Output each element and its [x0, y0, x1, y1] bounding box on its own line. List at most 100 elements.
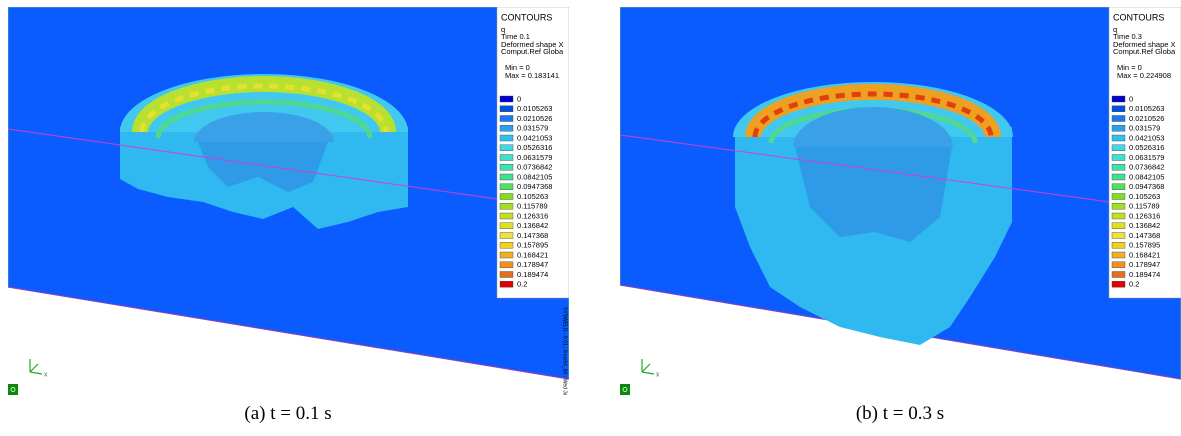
legend-swatch	[499, 261, 514, 268]
legend-entry: 0.189474	[517, 270, 548, 279]
legend-time: Time 0.3	[1113, 32, 1142, 41]
legend-entry: 0.0210526	[517, 114, 552, 123]
axis-label: Z	[638, 355, 641, 361]
legend-variable: q	[1113, 25, 1117, 34]
legend-entry: 0.0526316	[517, 143, 552, 152]
legend-entry: 0.105263	[517, 192, 548, 201]
legend-swatch	[499, 251, 514, 259]
legend-box	[1108, 7, 1181, 299]
legend-entry: 0.157895	[1129, 241, 1160, 250]
axis-y	[29, 363, 39, 373]
corner-dot	[10, 387, 16, 392]
legend-swatch	[499, 95, 514, 103]
legend-entry: 0.115789	[517, 202, 548, 211]
legend-entry: 0.178947	[1129, 260, 1160, 269]
legend-entry: 0.0842105	[517, 172, 552, 181]
caption: (a) t = 0.1 s	[244, 403, 332, 424]
legend-swatch	[499, 203, 514, 210]
legend-entry: 0.147368	[1129, 231, 1160, 240]
inner-band	[155, 99, 373, 139]
legend-min: Min = 0	[1117, 63, 1142, 72]
legend-entry: 0.115789	[1129, 202, 1160, 211]
legend-time: Time 0.1	[501, 32, 530, 41]
legend-reference: Comput.Ref Globa	[1113, 47, 1176, 56]
legend-title: CONTOURS	[1113, 12, 1164, 22]
legend-swatch	[499, 125, 514, 132]
legend-entry: 0.0105263	[1129, 104, 1164, 113]
legend-box	[496, 7, 569, 299]
hole-front	[795, 147, 952, 242]
axis-y	[641, 363, 651, 373]
corner-marker	[620, 384, 630, 395]
legend-swatch	[1111, 271, 1126, 278]
legend-swatch	[1111, 183, 1126, 190]
legend-swatch	[499, 222, 514, 229]
legend-entry: 0.0736842	[517, 163, 552, 172]
legend-swatch	[1111, 232, 1126, 239]
legend-swatch	[499, 134, 514, 142]
legend-title: CONTOURS	[501, 12, 552, 22]
legend-entry: 0.168421	[1129, 250, 1160, 259]
axis-x	[29, 371, 43, 375]
legend-entry: 0.0736842	[1129, 163, 1164, 172]
legend-entry: 0.126316	[517, 211, 548, 220]
legend-swatch	[499, 281, 514, 288]
legend-entry: 0.0631579	[1129, 153, 1164, 162]
legend-swatch	[1111, 242, 1126, 249]
legend-swatch	[1111, 144, 1126, 151]
legend-entry: 0.0526316	[1129, 143, 1164, 152]
legend-max: Max = 0.183141	[505, 71, 559, 80]
legend-swatch	[1111, 164, 1126, 171]
legend-swatch	[499, 212, 514, 220]
section-line	[620, 134, 1111, 203]
legend-entry: 0.0105263	[517, 104, 552, 113]
legend-swatch	[499, 115, 514, 122]
legend-entry: 0.178947	[517, 260, 548, 269]
legend-swatch	[1111, 105, 1126, 112]
axis-label: X	[656, 372, 660, 378]
legend-swatch	[499, 173, 514, 181]
axis-label: X	[44, 372, 48, 378]
side-text: SYSWELD - 9.01 - linux64_64 - Wed Jan 26…	[562, 307, 568, 395]
legend-swatch	[1111, 125, 1126, 132]
legend-swatch	[499, 144, 514, 151]
legend-entry: 0.031579	[517, 124, 548, 133]
legend-swatch	[1111, 203, 1126, 210]
legend-swatch	[499, 154, 514, 161]
legend-entry: 0.157895	[517, 241, 548, 250]
legend-entry: 0.2	[517, 280, 527, 289]
legend-entry: 0.147368	[517, 231, 548, 240]
legend-swatch	[1111, 281, 1126, 288]
legend-entry: 0.168421	[517, 250, 548, 259]
legend-swatch	[499, 105, 514, 112]
legend-entry: 0.0631579	[517, 153, 552, 162]
legend-swatch	[499, 183, 514, 190]
corner-marker	[8, 384, 18, 395]
legend-swatch	[1111, 115, 1126, 122]
legend-entry: 0	[1129, 94, 1133, 103]
legend-entry: 0.0210526	[1129, 114, 1164, 123]
legend-swatch	[1111, 193, 1126, 200]
hole	[793, 107, 953, 147]
legend-min: Min = 0	[505, 63, 530, 72]
legend-entry: 0.0421053	[517, 133, 552, 142]
legend-entry: 0.0947368	[517, 182, 552, 191]
hot-band	[132, 76, 396, 133]
legend-entry: 0	[517, 94, 521, 103]
legend-swatch	[1111, 251, 1126, 259]
legend-swatch	[1111, 222, 1126, 229]
legend-swatch	[499, 232, 514, 239]
axis-label: Y	[38, 358, 42, 364]
legend-entry: 0.136842	[517, 221, 548, 230]
legend-reference: Comput.Ref Globa	[501, 47, 564, 56]
legend-swatch	[499, 164, 514, 171]
legend-swatch	[499, 242, 514, 249]
legend-entry: 0.0842105	[1129, 172, 1164, 181]
corner-dot	[622, 387, 628, 392]
legend-shape: Deformed shape X	[501, 40, 564, 49]
section-line	[8, 128, 498, 200]
caption: (b) t = 0.3 s	[855, 403, 945, 424]
